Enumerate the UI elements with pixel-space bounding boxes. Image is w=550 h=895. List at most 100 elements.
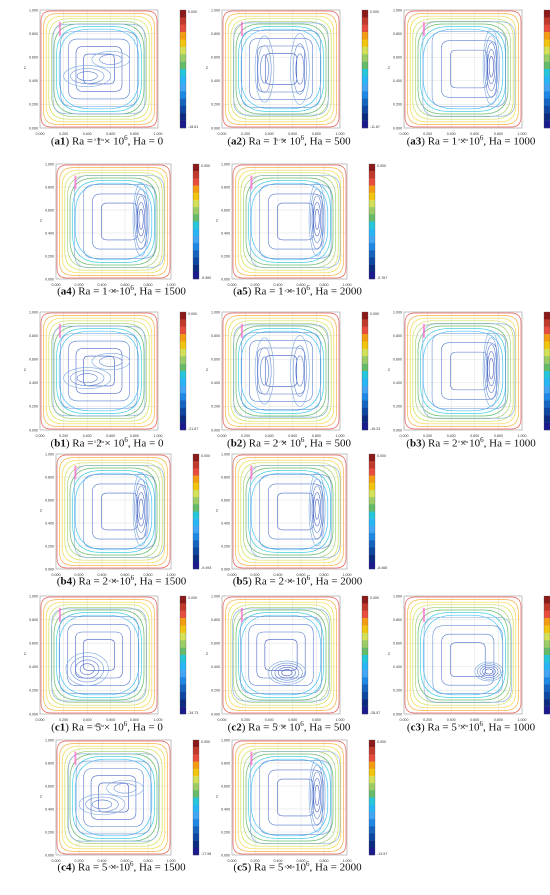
colorbar-swatch [180,363,186,372]
y-tick-label: 1.000 [221,738,230,742]
colorbar-swatch [544,54,550,62]
x-tick-label: 0.800 [312,434,321,438]
ra-exponent: 6 [300,720,304,728]
y-tick-label: 0.200 [29,405,38,409]
x-tick-label: 0.200 [241,132,250,136]
panel-b5: 0.000 0.000 0.200 0.200 0.400 0.400 0.600 0.600… [210,450,413,609]
plot-frame [221,9,341,129]
ha-value: 2000 [340,575,363,588]
caption-id: c2 [231,721,242,734]
colorbar-swatch [180,46,186,55]
contour-plot-b1: 0.000 0.000 0.200 0.200 0.400 0.400 0.600 0.600… [24,310,198,444]
caption-id: a2 [231,135,243,148]
x-tick-label: 0.400 [447,434,456,438]
y-tick-label: 1.000 [29,310,38,314]
ra-mantissa: 1 [102,285,108,298]
x-axis-label: X / Ra [458,440,468,444]
colorbar-swatch [362,684,368,693]
ra-exponent: 6 [130,860,134,868]
contour-plot-a2: 0.000 0.000 0.200 0.200 0.400 0.400 0.600 0.600… [206,8,380,142]
x-tick-label: 0.600 [121,283,130,287]
colorbar-swatch [362,415,368,423]
colorbar-swatch [369,826,375,834]
colorbar-swatch [362,83,368,92]
colorbar-swatch [369,504,375,512]
colorbar-top-label: 0.000 [201,454,210,458]
colorbar-swatch [180,677,186,685]
y-tick-label: 0.200 [29,103,38,107]
y-tick-label: 0.800 [393,334,402,338]
contour-plot-c3: 0.000 0.000 0.200 0.200 0.400 0.400 0.600 0.600… [388,594,550,728]
panel-b4: 0.000 0.000 0.200 0.200 0.400 0.400 0.600 0.600… [34,450,237,609]
colorbar-swatch [180,618,186,626]
colorbar-swatch [180,76,186,84]
x-tick-label: 0.400 [83,434,92,438]
plot-frame [403,311,523,431]
y-tick-label: 0.400 [221,521,230,525]
colorbar-swatch [369,754,375,762]
contour-plot-a5: 0.000 0.000 0.200 0.200 0.400 0.400 0.600 0.600… [216,162,387,293]
colorbar-swatch [369,482,375,491]
x-tick-label: 0.800 [320,859,329,863]
contour-plot-b3: 0.000 0.000 0.200 0.200 0.400 0.400 0.600 0.600… [388,310,550,444]
y-tick-label: 0.600 [211,642,220,646]
colorbar-swatch [369,783,375,791]
y-tick-label: 1.000 [45,162,54,166]
colorbar-swatch [362,46,368,55]
x-tick-label: 1.000 [343,283,352,287]
y-tick-label: 0.600 [29,642,38,646]
colorbar-swatch [193,171,199,179]
ra-mantissa: 5 [272,721,278,734]
colorbar-swatch [180,393,186,401]
x-tick-label: 0.400 [98,859,107,863]
x-tick-label: 0.000 [218,718,227,722]
x-tick-label: 0.600 [297,283,306,287]
colorbar-bottom-label: -21.67 [188,427,198,431]
colorbar-swatch [180,113,186,121]
y-tick-label: 0.000 [211,428,220,432]
colorbar-swatch [369,178,375,186]
colorbar-swatch [362,640,368,648]
y-tick-label: 0.200 [29,689,38,693]
colorbar-swatch [362,98,368,107]
ra-exponent: 6 [480,436,484,444]
panel-a2: 0.000 0.000 0.200 0.200 0.400 0.400 0.600 0.600… [200,6,406,168]
y-tick-label: 0.200 [393,405,402,409]
y-tick-label: 0.600 [221,784,230,788]
colorbar-swatch [193,511,199,519]
x-axis-label: X / Ra [94,724,104,728]
x-tick-label: 0.200 [251,283,260,287]
colorbar-swatch [180,326,186,335]
colorbar-swatch [362,10,368,18]
x-tick-label: 0.400 [274,859,283,863]
plot-frame [55,739,172,856]
colorbar-swatch [362,662,368,670]
colorbar-swatch [544,618,550,626]
colorbar-swatch [193,497,199,505]
colorbar-swatch [362,618,368,626]
y-tick-label: 0.800 [393,32,402,36]
colorbar-swatch [362,54,368,62]
colorbar-bottom-label: -5.960 [201,276,211,280]
colorbar-swatch [180,371,186,379]
colorbar-swatch [180,341,186,350]
ra-exponent: 6 [124,134,128,142]
y-tick-label: 0.600 [211,358,220,362]
x-tick-label: 0.800 [494,132,503,136]
colorbar-top-label: 0.000 [377,164,386,168]
colorbar-swatch [362,596,368,604]
colorbar-swatch [193,164,199,172]
colorbar-swatch [193,228,199,237]
colorbar-swatch [544,61,550,70]
x-tick-label: 0.600 [106,718,115,722]
y-tick-label: 0.400 [29,381,38,385]
colorbar-swatch [193,561,199,570]
colorbar-swatch [180,105,186,114]
y-tick-label: 0.800 [45,475,54,479]
colorbar-swatch [180,378,186,386]
caption-a4: (a4) Ra = 1 × 106, Ha = 1500 [57,284,186,298]
colorbar-swatch [193,790,199,798]
ra-exponent: 6 [306,860,310,868]
colorbar-swatch [362,691,368,700]
contour-plot-b5: 0.000 0.000 0.200 0.200 0.400 0.400 0.600 0.600… [216,452,387,583]
